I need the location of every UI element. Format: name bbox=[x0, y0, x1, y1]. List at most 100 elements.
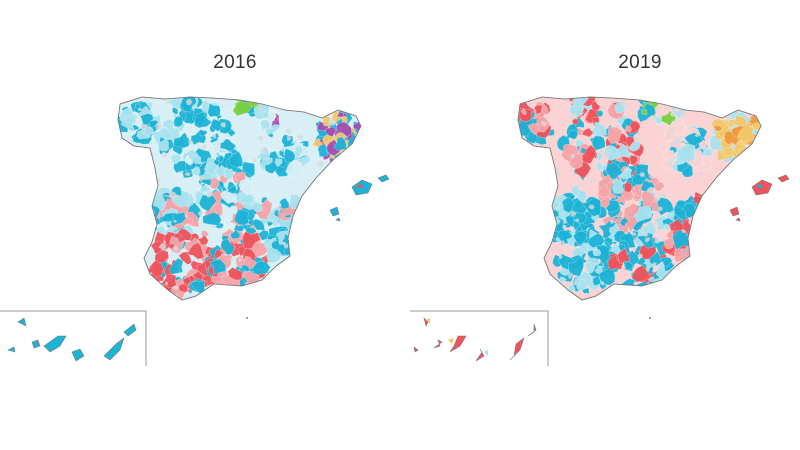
municipality-patch bbox=[296, 210, 311, 226]
municipality-patch bbox=[426, 318, 430, 324]
municipality-patch bbox=[137, 107, 142, 112]
municipality-patch bbox=[628, 140, 641, 152]
municipality-patch bbox=[577, 89, 583, 97]
municipality-patch bbox=[257, 136, 264, 141]
municipality-patch bbox=[285, 160, 304, 178]
municipality-patch bbox=[250, 97, 262, 103]
municipality-patch bbox=[206, 190, 213, 198]
island-gran-canaria bbox=[71, 348, 85, 362]
municipality-patch bbox=[140, 113, 154, 126]
municipality-patch bbox=[297, 225, 310, 235]
municipality-patch bbox=[230, 229, 241, 240]
map-panel-2016: 2016 bbox=[0, 52, 390, 366]
municipality-patch bbox=[243, 256, 257, 270]
municipality-patch bbox=[209, 259, 227, 275]
municipality-patch bbox=[731, 113, 747, 127]
municipality-patch bbox=[662, 150, 675, 161]
municipality-patch bbox=[178, 250, 182, 253]
canary-islands-inset-2016 bbox=[0, 310, 147, 366]
municipality-patch bbox=[259, 119, 270, 131]
municipality-patch bbox=[595, 161, 603, 171]
municipality-patch bbox=[303, 201, 312, 210]
municipality-patch bbox=[649, 250, 664, 266]
municipality-patch bbox=[233, 209, 250, 226]
municipality-patch bbox=[169, 191, 178, 200]
municipality-patch bbox=[654, 196, 661, 201]
municipality-patch bbox=[612, 178, 625, 194]
island-gran-canaria bbox=[475, 348, 485, 362]
municipality-patch bbox=[163, 240, 166, 244]
peninsula-2019 bbox=[517, 87, 762, 301]
municipality-patch bbox=[174, 232, 182, 240]
municipality-patch bbox=[609, 219, 614, 224]
municipality-patch bbox=[297, 222, 304, 228]
municipality-patch bbox=[739, 171, 745, 177]
municipality-patch bbox=[707, 251, 710, 256]
municipality-patch bbox=[565, 129, 578, 140]
municipality-patch bbox=[696, 231, 711, 245]
municipality-patch bbox=[296, 218, 311, 233]
balearic-islands-2016 bbox=[329, 174, 390, 222]
municipality-patch bbox=[590, 122, 607, 137]
municipality-patch bbox=[162, 118, 175, 131]
municipality-patch bbox=[219, 122, 226, 128]
municipality-patch bbox=[694, 223, 702, 231]
municipality-patch bbox=[279, 197, 290, 210]
municipality-patch bbox=[639, 171, 645, 178]
municipality-patch bbox=[356, 184, 363, 189]
municipality-patch bbox=[672, 230, 693, 250]
municipality-patch bbox=[301, 284, 308, 293]
municipality-patch bbox=[238, 179, 255, 196]
municipality-patch bbox=[297, 134, 304, 141]
municipality-patch bbox=[637, 103, 657, 123]
municipality-patch bbox=[576, 87, 587, 97]
municipality-patch bbox=[252, 218, 265, 231]
peninsula-2016 bbox=[117, 96, 362, 301]
municipality-patch bbox=[138, 199, 146, 206]
municipality-patch bbox=[645, 97, 655, 101]
municipality-patch bbox=[288, 219, 303, 238]
municipality-patch bbox=[330, 267, 337, 274]
municipality-patch bbox=[154, 250, 169, 263]
municipality-patch bbox=[619, 217, 629, 227]
island-menorca bbox=[377, 174, 390, 183]
municipality-patch bbox=[567, 283, 576, 292]
municipality-patch bbox=[640, 109, 648, 115]
municipality-patch bbox=[675, 117, 684, 126]
island-ibiza bbox=[329, 206, 340, 217]
municipality-patch bbox=[258, 106, 263, 112]
municipality-patch bbox=[308, 209, 323, 225]
municipality-patch bbox=[569, 99, 584, 117]
map-panel-2019: 2019 bbox=[400, 0, 800, 450]
ceuta-dot-2019 bbox=[649, 317, 651, 319]
municipality-patch bbox=[617, 247, 630, 264]
municipality-patch bbox=[598, 184, 611, 198]
municipality-patch bbox=[201, 230, 209, 238]
municipality-patch bbox=[676, 121, 686, 136]
municipality-patch bbox=[167, 243, 175, 250]
municipality-patch bbox=[657, 206, 663, 212]
municipality-patch bbox=[570, 183, 581, 197]
municipality-patch bbox=[328, 118, 337, 126]
municipality-patch bbox=[242, 231, 261, 249]
municipality-patch bbox=[544, 198, 552, 205]
municipality-patch bbox=[331, 273, 339, 279]
municipality-patch bbox=[591, 101, 601, 111]
municipality-patch bbox=[145, 214, 156, 226]
municipality-patch bbox=[178, 283, 188, 293]
municipality-patch bbox=[184, 172, 191, 177]
municipality-patch bbox=[731, 263, 739, 272]
municipality-patch bbox=[737, 126, 755, 143]
municipality-patch bbox=[681, 163, 694, 178]
municipality-patch bbox=[542, 181, 549, 188]
municipality-patch bbox=[303, 275, 307, 279]
municipality-patch bbox=[745, 164, 751, 169]
municipality-patch bbox=[698, 234, 710, 245]
municipality-patch bbox=[157, 138, 169, 152]
municipality-patch bbox=[168, 257, 184, 275]
municipality-patch bbox=[173, 220, 177, 223]
municipality-patch bbox=[556, 243, 561, 246]
island-lanzarote bbox=[527, 323, 537, 337]
municipality-patch bbox=[224, 167, 234, 179]
municipality-patch bbox=[519, 107, 532, 122]
